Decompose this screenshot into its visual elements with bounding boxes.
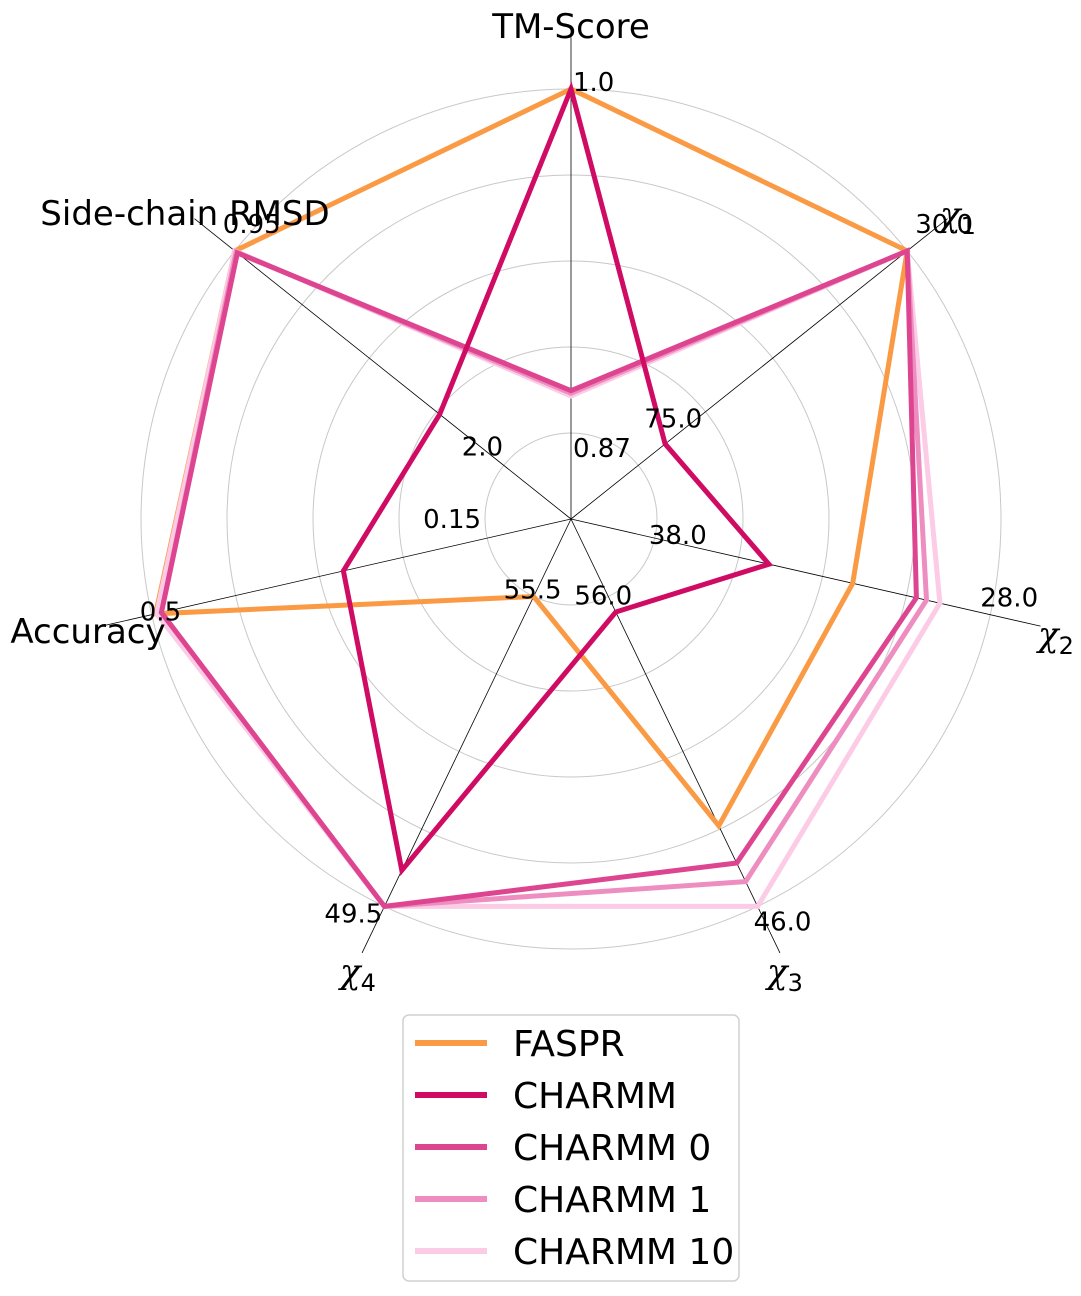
- tick-label-outer: 0.95: [223, 210, 281, 240]
- tick-label-outer: 1.0: [573, 68, 614, 98]
- axis-spoke: [570, 218, 948, 520]
- axis-label: χ1: [938, 195, 976, 240]
- tick-label-outer: 0.5: [140, 598, 181, 628]
- tick-label-outer: 30.0: [915, 210, 973, 240]
- tick-label-inner: 56.0: [574, 581, 632, 611]
- tick-label-inner: 0.15: [423, 505, 481, 535]
- tick-label-inner: 55.5: [504, 575, 562, 605]
- axis-spoke: [570, 518, 1041, 627]
- tick-labels: 0.87 1.0 75.0 30.0 38.0 28.0 56.0 46.0 55.5 49.5 0…: [140, 68, 1038, 937]
- legend-entry: CHARMM 10: [513, 1232, 734, 1273]
- legend: FASPR CHARMM CHARMM 0 CHARMM 1 CHARMM 10: [402, 1014, 740, 1282]
- legend-entry: CHARMM 1: [513, 1180, 711, 1221]
- axis-spoke: [194, 218, 572, 520]
- series-line-charmm-0: [158, 247, 919, 910]
- axis-label: χ4: [338, 952, 376, 997]
- legend-entry: FASPR: [513, 1024, 625, 1065]
- axis-spokes: [101, 37, 1041, 954]
- axis-spoke: [361, 518, 572, 954]
- axis-label: χ3: [765, 952, 803, 997]
- tick-label-inner: 2.0: [462, 432, 503, 462]
- series-lines: [152, 81, 943, 910]
- tick-label-inner: 38.0: [649, 521, 707, 551]
- tick-label-inner: 75.0: [644, 404, 702, 434]
- axis-spoke: [101, 518, 572, 627]
- axis-labels: TM-Score χ1 χ2 χ3 χ4 Accuracy Side-chain RMSD: [10, 7, 1074, 997]
- legend-box: [402, 1014, 740, 1282]
- axis-label: χ2: [1036, 615, 1074, 660]
- legend-entry: CHARMM: [513, 1076, 677, 1117]
- series-line-charmm: [340, 81, 774, 876]
- tick-label-outer: 28.0: [980, 584, 1038, 614]
- axis-label: Accuracy: [10, 612, 165, 652]
- legend-entry: CHARMM 0: [513, 1128, 711, 1169]
- tick-label-outer: 49.5: [324, 899, 382, 929]
- tick-label-outer: 46.0: [754, 907, 812, 937]
- axis-label: TM-Score: [491, 7, 650, 47]
- axis-label: Side-chain RMSD: [40, 194, 329, 234]
- tick-label-inner: 0.87: [573, 434, 631, 464]
